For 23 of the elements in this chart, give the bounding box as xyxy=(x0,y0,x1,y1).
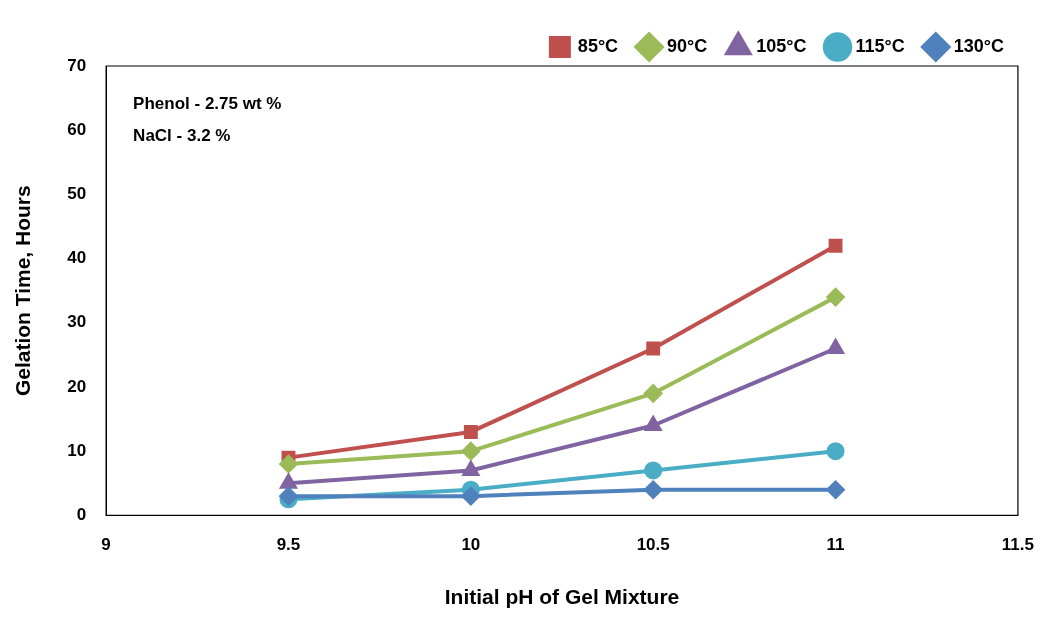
x-tick-label: 9.5 xyxy=(276,535,301,555)
legend-label: 90°C xyxy=(667,35,708,56)
y-tick-label: 0 xyxy=(76,505,87,525)
x-tick-label: 9 xyxy=(101,535,111,555)
x-tick-label: 10 xyxy=(461,535,481,555)
legend-label: 115°C xyxy=(855,35,905,56)
x-tick-label: 10.5 xyxy=(636,535,670,555)
y-tick-label: 10 xyxy=(67,440,87,460)
y-axis-title: Gelation Time, Hours xyxy=(11,185,35,397)
y-tick-label: 70 xyxy=(67,55,87,75)
y-tick-label: 60 xyxy=(67,119,87,139)
y-tick-label: 30 xyxy=(67,312,87,332)
legend-label: 105°C xyxy=(756,35,807,56)
legend-label: 85°C xyxy=(577,35,619,56)
x-axis-title: Initial pH of Gel Mixture xyxy=(444,585,680,609)
y-tick-label: 40 xyxy=(67,248,87,268)
y-tick-label: 50 xyxy=(67,184,87,204)
y-tick-label: 20 xyxy=(67,376,87,396)
annotation: NaCl - 3.2 % xyxy=(133,126,231,146)
annotation: Phenol - 2.75 wt % xyxy=(133,94,282,114)
x-tick-label: 11 xyxy=(826,535,845,555)
legend-label: 130°C xyxy=(953,35,1004,56)
x-tick-label: 11.5 xyxy=(1001,535,1034,555)
